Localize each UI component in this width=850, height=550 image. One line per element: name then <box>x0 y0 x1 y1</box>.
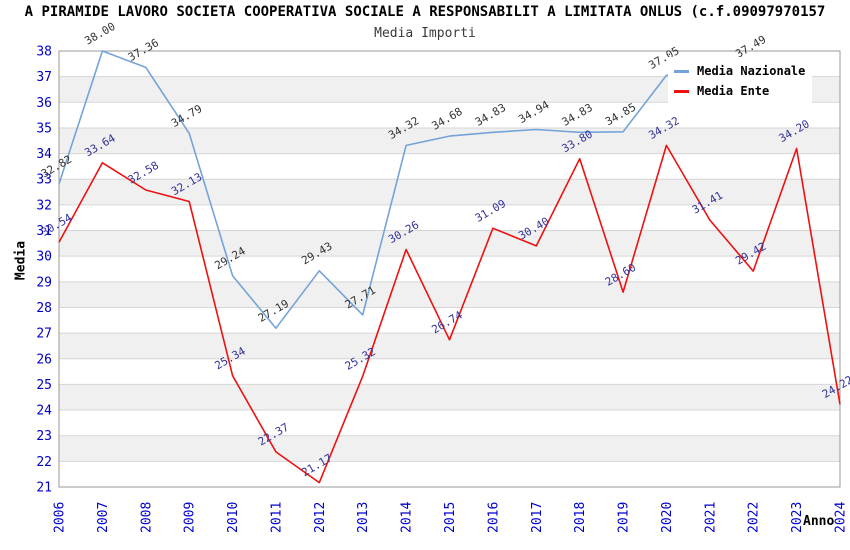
x-tick-label: 2021 <box>703 502 718 533</box>
x-tick-label: 2012 <box>313 502 328 533</box>
legend-label: Media Ente <box>697 84 770 98</box>
legend-swatch-media-nazionale-icon <box>674 69 689 73</box>
y-tick-label: 37 <box>36 70 52 85</box>
x-tick-label: 2024 <box>834 502 849 533</box>
x-tick-label: 2011 <box>269 502 284 533</box>
y-tick-label: 26 <box>36 352 52 367</box>
y-tick-label: 33 <box>36 173 52 188</box>
series-line-media-ente <box>58 144 841 484</box>
x-tick-label: 2017 <box>530 502 545 533</box>
x-tick-label: 2020 <box>660 502 675 533</box>
x-tick-label: 2016 <box>486 502 501 533</box>
x-tick-label: 2015 <box>443 502 458 533</box>
y-tick-label: 24 <box>36 404 52 419</box>
plot-band <box>59 256 840 282</box>
legend-item-media-ente: Media Ente <box>674 81 812 101</box>
y-tick-label: 29 <box>36 275 52 290</box>
y-tick-label: 30 <box>36 250 52 265</box>
y-tick-label: 22 <box>36 455 52 470</box>
series-line-media-nazionale <box>58 50 754 330</box>
plot-band <box>59 179 840 205</box>
y-tick-label: 23 <box>36 429 52 444</box>
x-tick-label: 2019 <box>617 502 632 533</box>
y-tick-label: 25 <box>36 378 52 393</box>
y-tick-label: 34 <box>36 147 52 162</box>
plot-band <box>59 410 840 436</box>
y-tick-label: 35 <box>36 121 52 136</box>
x-axis-title: Anno <box>803 514 835 529</box>
y-axis-title: Media <box>13 240 29 281</box>
y-tick-label: 28 <box>36 301 52 316</box>
x-tick-label: 2022 <box>747 502 762 533</box>
legend-swatch-media-ente-icon <box>674 89 689 93</box>
legend: Media Nazionale Media Ente <box>668 57 812 103</box>
x-tick-label: 2006 <box>53 502 68 533</box>
x-tick-label: 2009 <box>183 502 198 533</box>
x-tick-label: 2008 <box>139 502 154 533</box>
y-tick-label: 38 <box>36 45 52 60</box>
plot-band <box>59 230 840 257</box>
plot-band <box>59 358 840 385</box>
y-tick-label: 36 <box>36 96 52 111</box>
plot-band <box>59 435 840 462</box>
x-tick-label: 2023 <box>790 502 805 533</box>
legend-label: Media Nazionale <box>697 64 806 78</box>
x-tick-label: 2010 <box>226 502 241 533</box>
plot-band <box>59 153 840 180</box>
plot-band <box>59 384 840 411</box>
chart-title: A PIRAMIDE LAVORO SOCIETA COOPERATIVA SO… <box>24 4 826 20</box>
plot-band <box>59 102 840 128</box>
plot-band <box>59 281 840 308</box>
x-tick-label: 2007 <box>96 502 111 533</box>
plot-band <box>59 307 840 334</box>
x-tick-label: 2018 <box>573 502 588 533</box>
y-tick-label: 21 <box>36 481 52 496</box>
y-tick-label: 31 <box>36 224 52 239</box>
legend-item-media-nazionale: Media Nazionale <box>674 61 812 81</box>
plot-border <box>58 50 841 488</box>
plot-band <box>59 204 840 231</box>
x-tick-label: 2013 <box>356 502 371 533</box>
plot-band <box>59 333 840 359</box>
chart-subtitle: Media Importi <box>374 26 476 41</box>
plot-band <box>59 127 840 154</box>
x-tick-label: 2014 <box>400 502 415 533</box>
plot-band <box>59 461 840 487</box>
y-tick-label: 27 <box>36 327 52 342</box>
y-tick-label: 32 <box>36 198 52 213</box>
